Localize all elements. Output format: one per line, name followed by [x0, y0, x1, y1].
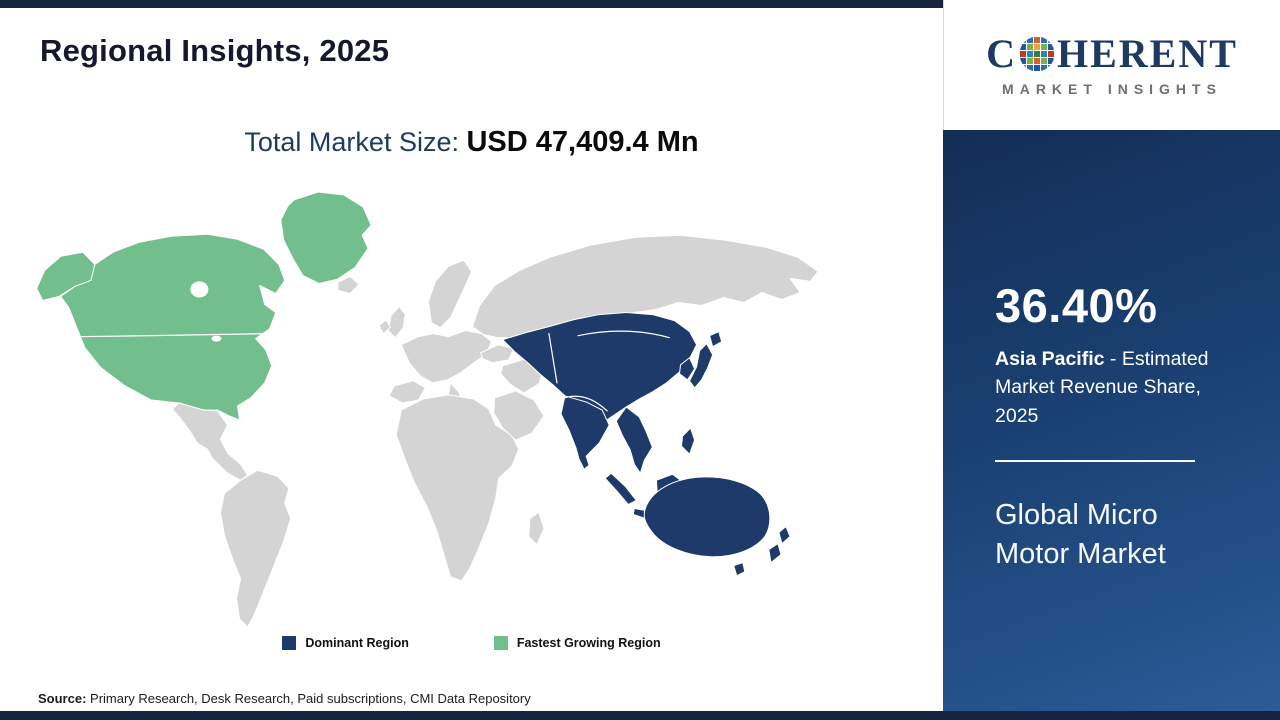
- logo-globe-icon: [1019, 36, 1054, 71]
- dominant-region-swatch: [282, 636, 297, 650]
- region-india: [560, 395, 610, 470]
- panel-divider: [995, 459, 1195, 462]
- company-logo: C HERENT MARKET INSIGHTS: [943, 0, 1280, 130]
- logo-letters-rest: HERENT: [1056, 30, 1238, 76]
- region-asia-main: [502, 312, 698, 424]
- total-market-size: Total Market Size: USD 47,409.4 Mn: [0, 126, 943, 159]
- region-iceland: [337, 275, 360, 294]
- region-ireland: [378, 319, 391, 335]
- region-europe: [400, 330, 493, 384]
- bottom-accent-strip: [0, 711, 1280, 720]
- region-new-zealand-south: [768, 543, 782, 564]
- world-map: [30, 186, 875, 638]
- mongolia-border: [577, 330, 671, 339]
- region-korea: [679, 357, 696, 381]
- total-market-size-value: USD 47,409.4 Mn: [466, 126, 699, 158]
- region-scandinavia: [427, 259, 473, 329]
- central-asia-border: [548, 333, 558, 384]
- region-new-zealand-north: [778, 526, 791, 545]
- region-greenland: [280, 191, 372, 284]
- market-share-description: Asia Pacific - Estimated Market Revenue …: [995, 345, 1230, 430]
- region-japan: [689, 343, 714, 389]
- logo-wordmark: C HERENT: [986, 30, 1238, 76]
- map-legend: Dominant Region Fastest Growing Region: [0, 636, 943, 650]
- fastest-growing-region-label: Fastest Growing Region: [516, 636, 661, 650]
- region-sumatra: [604, 472, 637, 505]
- region-name: Asia Pacific: [995, 348, 1105, 370]
- legend-item-growing: Fastest Growing Region: [493, 636, 661, 650]
- region-iberia: [388, 380, 426, 404]
- page-title: Regional Insights, 2025: [40, 33, 390, 68]
- world-map-svg: [36, 191, 819, 628]
- region-africa: [395, 394, 520, 582]
- region-philippines: [681, 427, 696, 455]
- legend-item-dominant: Dominant Region: [282, 636, 409, 650]
- fastest-growing-region-swatch: [493, 636, 508, 650]
- region-south-america: [219, 469, 292, 628]
- region-australia: [643, 476, 771, 558]
- share-description-text: - Estimated Market Revenue Share, 2025: [995, 348, 1209, 427]
- market-share-value: 36.40%: [995, 279, 1158, 332]
- region-north-america: [60, 233, 286, 421]
- highlight-panel: 36.40% Asia Pacific - Estimated Market R…: [943, 130, 1280, 720]
- report-market-name: Global Micro Motor Market: [995, 498, 1166, 570]
- great-lakes: [211, 335, 222, 342]
- top-accent-strip: [0, 0, 943, 8]
- region-madagascar: [528, 511, 545, 546]
- source-text: Primary Research, Desk Research, Paid su…: [90, 691, 531, 706]
- dominant-region-label: Dominant Region: [305, 636, 409, 650]
- india-north-border: [560, 395, 608, 412]
- region-tasmania: [733, 562, 746, 577]
- total-market-size-label: Total Market Size:: [244, 127, 459, 157]
- region-uk: [387, 306, 406, 339]
- logo-subtitle: MARKET INSIGHTS: [1002, 80, 1222, 97]
- region-indochina: [615, 406, 653, 474]
- region-turkey: [480, 344, 515, 364]
- hudson-bay: [190, 281, 209, 298]
- region-hokkaido: [709, 331, 723, 348]
- logo-letter-c: C: [986, 30, 1017, 76]
- source-label: Source:: [38, 691, 87, 706]
- us-canada-border: [76, 333, 269, 338]
- source-line: Source: Primary Research, Desk Research,…: [38, 691, 531, 706]
- region-arabia: [493, 390, 545, 441]
